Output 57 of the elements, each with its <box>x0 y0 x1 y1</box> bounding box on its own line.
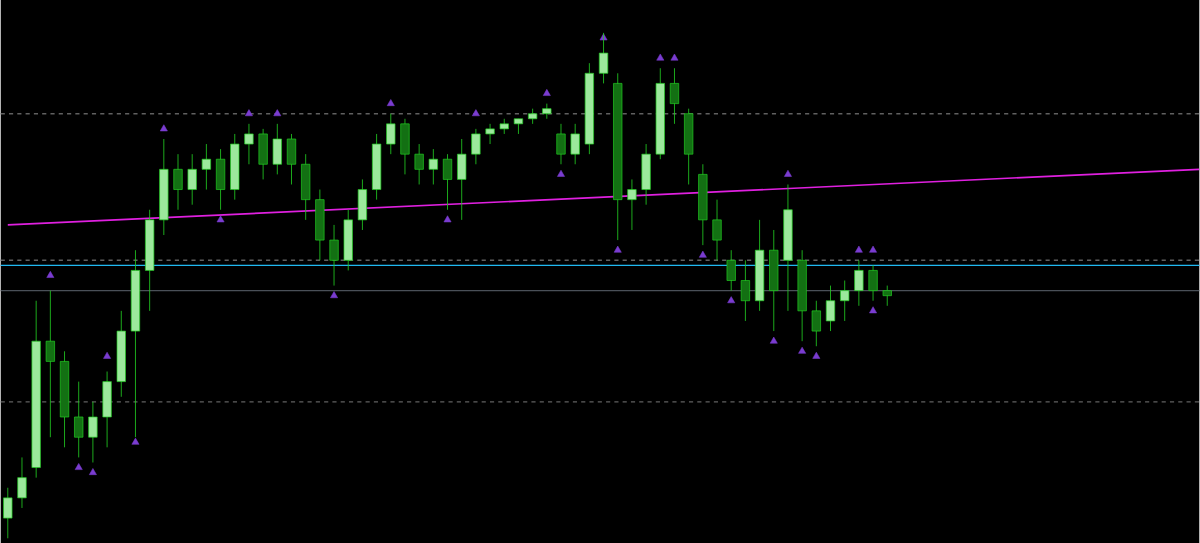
candlestick <box>386 113 396 155</box>
candlestick <box>485 123 495 145</box>
point <box>131 437 140 445</box>
candlestick <box>201 143 211 190</box>
candlestick <box>88 401 98 463</box>
point <box>74 462 83 470</box>
candlestick <box>74 381 84 458</box>
point <box>273 109 282 116</box>
candlestick <box>556 123 566 165</box>
point <box>245 109 253 116</box>
candlestick <box>825 284 836 332</box>
candlestick <box>570 123 580 165</box>
candlestick <box>442 153 453 211</box>
candlestick <box>187 153 197 205</box>
candlestick <box>627 178 637 231</box>
point <box>798 346 807 354</box>
point <box>542 88 551 96</box>
point <box>869 306 877 314</box>
point <box>386 99 395 106</box>
point <box>812 351 821 359</box>
candlestick <box>669 67 680 125</box>
point <box>89 468 97 475</box>
candlestick <box>173 153 183 211</box>
point <box>557 169 565 177</box>
point <box>698 250 707 258</box>
candlestick <box>428 148 438 185</box>
point <box>330 291 338 298</box>
point <box>159 124 168 132</box>
point <box>46 270 55 278</box>
candlestick <box>868 264 878 301</box>
candlestick <box>598 32 609 84</box>
point <box>727 296 736 303</box>
candlestick <box>414 143 424 185</box>
point <box>855 245 863 253</box>
point <box>656 53 665 61</box>
candlestick <box>45 290 55 438</box>
point <box>103 351 111 359</box>
candlestick <box>854 259 864 307</box>
point <box>216 215 225 223</box>
point <box>869 245 877 253</box>
candlestick <box>840 279 850 322</box>
candlestick <box>712 199 722 261</box>
candlestick <box>329 224 339 286</box>
point <box>784 169 792 177</box>
candlestick <box>17 456 27 509</box>
candlestick <box>3 487 13 539</box>
candlestick <box>244 123 254 165</box>
point <box>443 215 452 223</box>
point <box>670 53 679 61</box>
candlestick <box>726 249 736 291</box>
point <box>769 336 778 344</box>
candlestick <box>811 300 821 347</box>
point <box>613 245 622 253</box>
candlestick <box>882 284 892 307</box>
candlestick <box>740 259 751 322</box>
candlestick <box>471 128 481 165</box>
point <box>472 109 480 116</box>
